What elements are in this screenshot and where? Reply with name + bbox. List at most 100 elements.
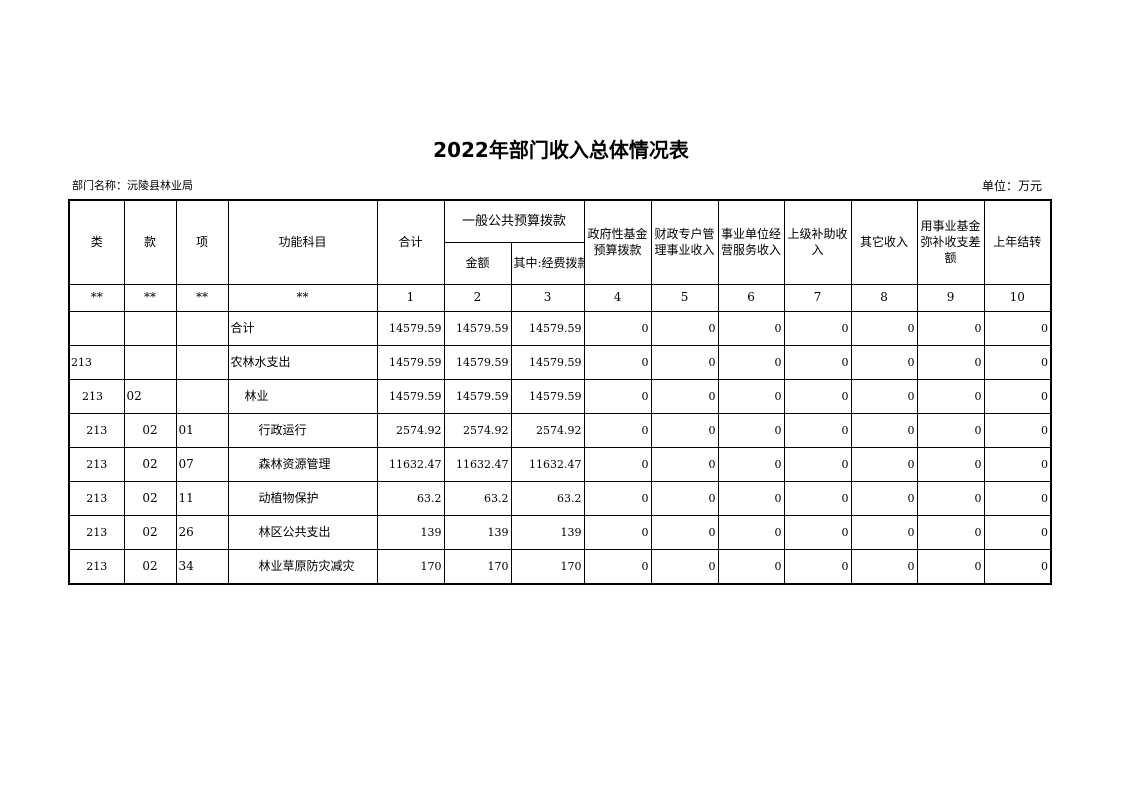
cell-value: 63.2: [443, 480, 512, 516]
cell-value: 2574.92: [376, 412, 445, 448]
index-cell: 1: [376, 283, 445, 312]
cell-value: 0: [850, 310, 918, 346]
cell-kuan: 02: [123, 514, 177, 550]
cell-xiang: 01: [175, 412, 229, 448]
index-cell: 2: [443, 283, 512, 312]
cell-value: 0: [783, 412, 852, 448]
cell-value: 14579.59: [376, 344, 445, 380]
cell-value: 11632.47: [443, 446, 512, 482]
cell-value: 63.2: [510, 480, 585, 516]
cell-value: 0: [583, 548, 652, 584]
table-row: 合计 14579.59 14579.59 14579.59 0 0 0 0 0 0 0: [68, 310, 1052, 346]
header-general-budget: 一般公共预算拨款: [443, 199, 585, 243]
header-lei: 类: [68, 199, 125, 285]
cell-value: 0: [850, 344, 918, 380]
header-gov-fund: 政府性基金预算拨款: [583, 199, 652, 285]
cell-xiang: 26: [175, 514, 229, 550]
cell-value: 0: [983, 344, 1052, 380]
cell-value: 0: [850, 412, 918, 448]
cell-value: 0: [783, 310, 852, 346]
cell-value: 0: [583, 480, 652, 516]
cell-value: 0: [650, 548, 719, 584]
cell-kuan: 02: [123, 548, 177, 584]
cell-value: 0: [916, 514, 985, 550]
cell-value: 14579.59: [443, 378, 512, 414]
cell-xiang: 07: [175, 446, 229, 482]
cell-xiang: [175, 344, 229, 380]
cell-value: 2574.92: [510, 412, 585, 448]
header-amount: 金额: [443, 241, 512, 285]
cell-value: 0: [583, 446, 652, 482]
cell-kuan: 02: [123, 378, 177, 414]
cell-value: 0: [717, 310, 785, 346]
index-cell: 9: [916, 283, 985, 312]
cell-value: 0: [783, 548, 852, 584]
table-row: 213 02 34 林业草原防灾减灾 170 170 170 0 0 0 0 0 0 0: [68, 548, 1052, 584]
header-xiang: 项: [175, 199, 229, 285]
cell-lei: 213: [68, 548, 125, 584]
cell-value: 14579.59: [443, 344, 512, 380]
index-cell: 3: [510, 283, 585, 312]
cell-value: 11632.47: [376, 446, 445, 482]
cell-kuan: 02: [123, 480, 177, 516]
cell-value: 0: [717, 548, 785, 584]
cell-kuan: [123, 344, 177, 380]
header-operating: 事业单位经营服务收入: [717, 199, 785, 285]
cell-value: 0: [583, 412, 652, 448]
cell-lei: 213: [68, 446, 125, 482]
index-cell: 8: [850, 283, 918, 312]
cell-value: 0: [650, 378, 719, 414]
index-cell: 4: [583, 283, 652, 312]
cell-kuan: 02: [123, 412, 177, 448]
index-cell: **: [68, 283, 125, 312]
cell-subject: 林业: [227, 378, 378, 414]
cell-value: 170: [510, 548, 585, 584]
cell-value: 14579.59: [443, 310, 512, 346]
cell-value: 0: [983, 480, 1052, 516]
cell-value: 0: [916, 548, 985, 584]
department-label: 部门名称：沅陵县林业局: [72, 179, 193, 192]
cell-value: 2574.92: [443, 412, 512, 448]
cell-value: 0: [583, 514, 652, 550]
cell-value: 0: [783, 480, 852, 516]
cell-lei: [68, 310, 125, 346]
cell-kuan: [123, 310, 177, 346]
cell-value: 0: [850, 378, 918, 414]
table-row: 213 02 07 森林资源管理 11632.47 11632.47 11632.47 0 0 0…: [68, 446, 1052, 482]
cell-value: 139: [510, 514, 585, 550]
cell-xiang: 11: [175, 480, 229, 516]
cell-value: 0: [916, 310, 985, 346]
cell-value: 0: [983, 446, 1052, 482]
index-cell: **: [175, 283, 229, 312]
cell-value: 0: [850, 548, 918, 584]
cell-xiang: [175, 310, 229, 346]
cell-subject: 林区公共支出: [227, 514, 378, 550]
cell-value: 0: [650, 480, 719, 516]
cell-value: 14579.59: [376, 378, 445, 414]
header-subject: 功能科目: [227, 199, 378, 285]
index-cell: 6: [717, 283, 785, 312]
cell-kuan: 02: [123, 446, 177, 482]
cell-lei: 213: [68, 344, 125, 380]
cell-subject: 行政运行: [227, 412, 378, 448]
cell-value: 0: [650, 344, 719, 380]
cell-value: 170: [443, 548, 512, 584]
cell-value: 0: [583, 344, 652, 380]
cell-lei: 213: [68, 412, 125, 448]
index-cell: 5: [650, 283, 719, 312]
cell-value: 170: [376, 548, 445, 584]
table-row: 213 农林水支出 14579.59 14579.59 14579.59 0 0 0 0 0 0 0: [68, 344, 1052, 380]
cell-value: 0: [916, 412, 985, 448]
cell-subject: 动植物保护: [227, 480, 378, 516]
cell-value: 0: [717, 514, 785, 550]
cell-lei: 213: [68, 378, 125, 414]
unit-label: 单位：万元: [981, 179, 1042, 193]
cell-value: 0: [717, 446, 785, 482]
index-cell: 10: [983, 283, 1052, 312]
index-row: ** ** ** ** 1 2 3 4 5 6 7 8 9 10: [68, 283, 1052, 312]
cell-value: 0: [583, 310, 652, 346]
index-cell: 7: [783, 283, 852, 312]
cell-value: 0: [783, 378, 852, 414]
table-row: 213 02 11 动植物保护 63.2 63.2 63.2 0 0 0 0 0 0 0: [68, 480, 1052, 516]
table-row: 213 02 26 林区公共支出 139 139 139 0 0 0 0 0 0 0: [68, 514, 1052, 550]
